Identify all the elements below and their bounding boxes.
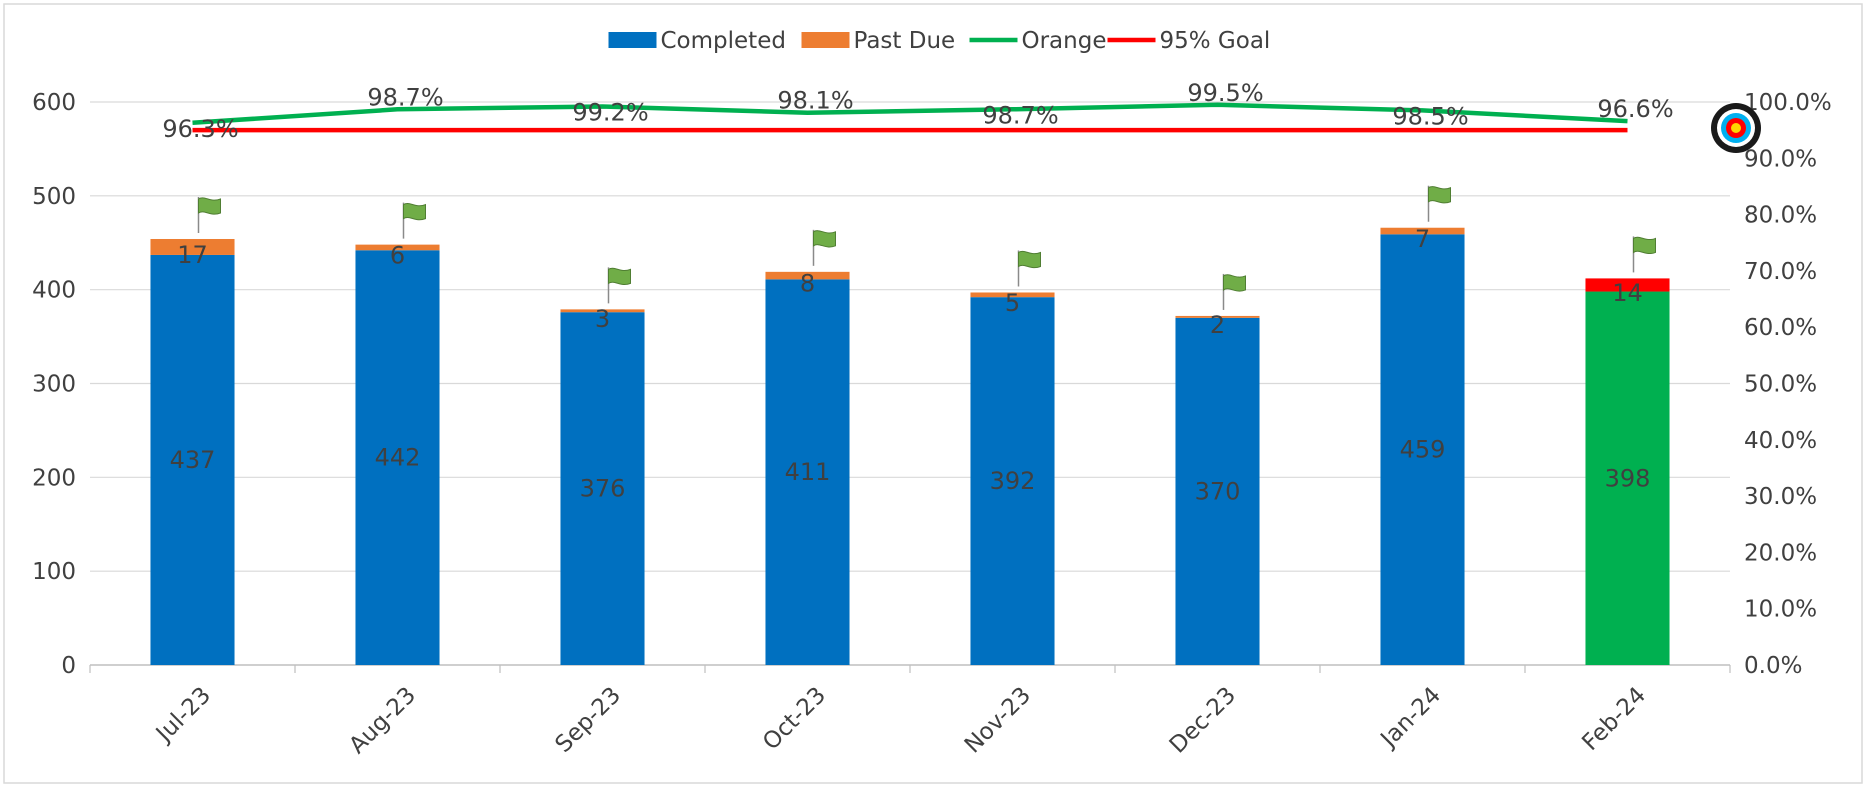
data-label-completed: 398 bbox=[1605, 464, 1651, 492]
bar-completed bbox=[1380, 234, 1465, 665]
green-flag-icon bbox=[812, 229, 836, 266]
y2-tick-label: 10.0% bbox=[1744, 597, 1817, 623]
target-ring-yellow bbox=[1731, 123, 1741, 133]
bar-completed bbox=[150, 254, 235, 665]
y2-tick-label: 70.0% bbox=[1744, 259, 1817, 285]
data-label-completed: 411 bbox=[785, 458, 831, 486]
bar-completed bbox=[1175, 317, 1260, 665]
green-flag-icon bbox=[1632, 236, 1656, 273]
green-flag-icon bbox=[1427, 185, 1451, 222]
flag-cloth bbox=[403, 203, 426, 221]
y-tick-label: 300 bbox=[32, 372, 76, 398]
flag-cloth bbox=[1428, 186, 1451, 204]
data-label-percent: 96.3% bbox=[162, 115, 238, 143]
bar-past-due bbox=[560, 309, 645, 313]
data-label-past-due: 5 bbox=[1005, 289, 1020, 317]
data-label-completed: 370 bbox=[1195, 477, 1241, 505]
bar-completed bbox=[355, 250, 440, 666]
data-label-past-due: 3 bbox=[595, 305, 610, 333]
green-flag-icon bbox=[1017, 250, 1041, 287]
flag-cloth bbox=[813, 230, 836, 248]
lines bbox=[192, 102, 1628, 133]
y-tick-label: 400 bbox=[32, 278, 76, 304]
y-tick-label: 0 bbox=[61, 653, 76, 679]
data-label-percent: 99.2% bbox=[572, 99, 648, 127]
y2-tick-label: 80.0% bbox=[1744, 203, 1817, 229]
data-label-past-due: 14 bbox=[1612, 279, 1643, 307]
green-flag-icon bbox=[607, 267, 631, 304]
legend-swatch-completed bbox=[608, 32, 657, 48]
bar-completed bbox=[970, 297, 1055, 665]
legend: Completed Past Due Orange 95% Goal bbox=[608, 28, 1271, 54]
flag-cloth bbox=[198, 197, 221, 215]
y2-tick-label: 0.0% bbox=[1744, 653, 1802, 679]
bar-past-due bbox=[1175, 315, 1260, 318]
y2-tick-label: 100.0% bbox=[1744, 90, 1832, 116]
green-flag-icon bbox=[197, 196, 221, 233]
flag-cloth bbox=[1223, 274, 1246, 292]
y2-tick-label: 90.0% bbox=[1744, 146, 1817, 172]
data-label-past-due: 17 bbox=[177, 241, 208, 269]
y-tick-label: 600 bbox=[32, 90, 76, 116]
data-label-percent: 98.1% bbox=[777, 87, 853, 115]
data-label-past-due: 2 bbox=[1210, 311, 1225, 339]
bar-completed bbox=[765, 279, 850, 665]
bar-past-due bbox=[150, 238, 235, 255]
green-flag-icon bbox=[1222, 273, 1246, 310]
legend-swatch-past-due bbox=[801, 32, 850, 48]
chart-border bbox=[3, 3, 1863, 784]
legend-label-95-goal: 95% Goal bbox=[1160, 28, 1271, 54]
data-label-percent: 98.7% bbox=[367, 83, 443, 111]
flag-cloth bbox=[1633, 236, 1656, 255]
bar-completed bbox=[560, 312, 645, 665]
y2-tick-label: 60.0% bbox=[1744, 315, 1817, 341]
bar-past-due bbox=[1380, 227, 1465, 235]
bar-past-due bbox=[970, 292, 1055, 298]
data-label-completed: 437 bbox=[170, 446, 216, 474]
bar-past-due bbox=[1585, 278, 1670, 292]
legend-label-past-due: Past Due bbox=[854, 28, 956, 54]
y-tick-label: 100 bbox=[32, 559, 76, 585]
legend-label-orange: Orange bbox=[1022, 28, 1107, 54]
data-label-past-due: 7 bbox=[1415, 225, 1430, 253]
icons bbox=[197, 103, 1761, 310]
data-label-past-due: 8 bbox=[800, 270, 815, 298]
flag-cloth bbox=[608, 267, 631, 285]
legend-label-completed: Completed bbox=[661, 28, 786, 54]
data-labels: 437 442 376 411 392 370 459 398 17 6 3 8 5 2 7 14 96.3% 9… bbox=[162, 79, 1673, 506]
bar-past-due bbox=[355, 244, 440, 251]
y2-tick-label: 40.0% bbox=[1744, 428, 1817, 454]
data-label-completed: 459 bbox=[1400, 436, 1446, 464]
bar-past-due bbox=[765, 271, 850, 280]
data-label-completed: 376 bbox=[580, 475, 626, 503]
y-tick-label: 200 bbox=[32, 465, 76, 491]
line-orange bbox=[192, 102, 1628, 126]
data-label-percent: 99.5% bbox=[1187, 79, 1263, 107]
flag-cloth bbox=[1018, 250, 1041, 269]
bar-completed bbox=[1585, 291, 1670, 665]
target-icon bbox=[1711, 103, 1761, 153]
y-tick-label: 500 bbox=[32, 184, 76, 210]
green-flag-icon bbox=[402, 202, 426, 239]
data-label-percent: 96.6% bbox=[1597, 95, 1673, 123]
data-label-percent: 98.5% bbox=[1392, 102, 1468, 130]
y2-tick-label: 50.0% bbox=[1744, 372, 1817, 398]
bars bbox=[150, 227, 1670, 666]
data-label-past-due: 6 bbox=[390, 241, 405, 269]
data-label-percent: 98.7% bbox=[982, 101, 1058, 129]
y2-tick-label: 20.0% bbox=[1744, 540, 1817, 566]
data-label-completed: 442 bbox=[375, 444, 421, 472]
y2-tick-label: 30.0% bbox=[1744, 484, 1817, 510]
data-label-completed: 392 bbox=[990, 467, 1036, 495]
